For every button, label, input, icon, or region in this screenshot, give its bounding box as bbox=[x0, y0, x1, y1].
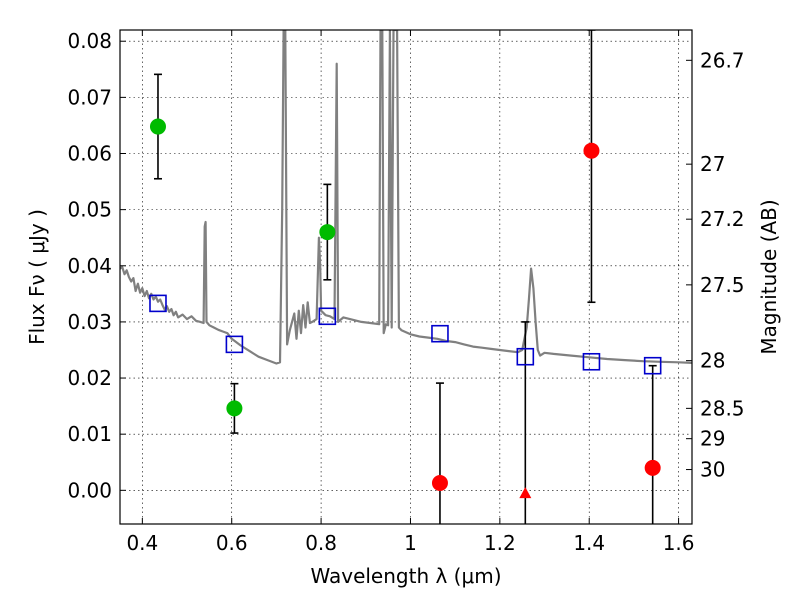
x-tick-label: 1.2 bbox=[484, 531, 516, 555]
y-tick-label: 0.06 bbox=[67, 142, 112, 166]
x-tick-label: 0.4 bbox=[126, 531, 158, 555]
x-tick-label: 1.4 bbox=[573, 531, 605, 555]
model-photometry-square bbox=[643, 356, 662, 375]
x-tick-label: 1 bbox=[404, 531, 417, 555]
model-photometry-square bbox=[516, 347, 535, 366]
mag-tick-label: 27.2 bbox=[700, 207, 745, 231]
mag-tick-label: 27.5 bbox=[700, 273, 745, 297]
model-sed-line bbox=[120, 30, 692, 365]
data-point-circle bbox=[319, 224, 336, 241]
x-axis-label: Wavelength λ (μm) bbox=[310, 564, 501, 588]
y-tick-label: 0.04 bbox=[67, 254, 112, 278]
y-axis-ticks: 0.00 0.01 0.02 0.03 0.04 0.05 0.06 0.07 0.08 bbox=[67, 29, 126, 502]
y-tick-label: 0.02 bbox=[67, 366, 112, 390]
y-tick-label: 0.00 bbox=[67, 478, 112, 502]
data-point-circle bbox=[583, 142, 600, 159]
plot-frame bbox=[119, 29, 693, 525]
magnitude-axis-ticks: 26.7 27 27.2 27.5 28 28.5 29 30 bbox=[686, 48, 745, 482]
y-tick-label: 0.05 bbox=[67, 198, 112, 222]
data-point-circle bbox=[431, 475, 448, 492]
data-point-circle bbox=[149, 118, 166, 135]
x-tick-label: 0.6 bbox=[216, 531, 248, 555]
data-point-circle bbox=[226, 400, 243, 417]
y-tick-label: 0.01 bbox=[67, 422, 112, 446]
y-axis-label: Flux Fν ( μJy ) bbox=[25, 209, 49, 345]
model-sed bbox=[120, 30, 692, 365]
x-axis-ticks: 0.4 0.6 0.8 1 1.2 1.4 1.6 bbox=[126, 30, 695, 555]
mag-tick-label: 28 bbox=[700, 349, 725, 373]
data-point-triangle bbox=[519, 487, 532, 499]
model-photometry-square bbox=[318, 307, 337, 326]
right-axis-label: Magnitude (AB) bbox=[757, 199, 781, 354]
x-tick-label: 1.6 bbox=[663, 531, 695, 555]
model-photometry-square bbox=[149, 294, 167, 313]
data-point-circle bbox=[644, 459, 661, 476]
model-photometry-square bbox=[582, 352, 601, 371]
y-tick-label: 0.07 bbox=[67, 85, 112, 109]
mag-tick-label: 28.5 bbox=[700, 396, 745, 420]
model-photometry-square bbox=[431, 324, 449, 343]
photometry-markers bbox=[149, 118, 662, 499]
mag-tick-label: 27 bbox=[700, 152, 725, 176]
y-tick-label: 0.03 bbox=[67, 310, 112, 334]
mag-tick-label: 26.7 bbox=[700, 48, 745, 72]
mag-tick-label: 29 bbox=[700, 427, 725, 451]
y-tick-label: 0.08 bbox=[67, 29, 112, 53]
model-photometry-square bbox=[225, 335, 244, 354]
plot-background bbox=[120, 30, 692, 524]
x-tick-label: 0.8 bbox=[305, 531, 337, 555]
grid bbox=[120, 30, 692, 524]
mag-tick-label: 30 bbox=[700, 458, 725, 482]
